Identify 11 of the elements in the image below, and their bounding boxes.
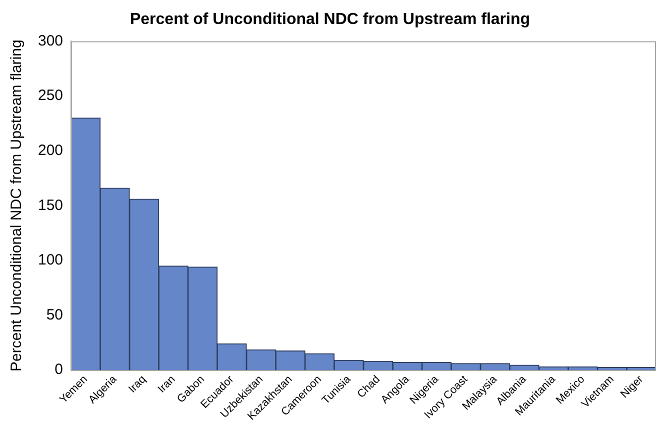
- y-tick-label: 200: [38, 142, 64, 159]
- y-axis-title: Percent Unconditional NDC from Upstream flaring: [8, 40, 26, 372]
- y-tick-label: 300: [38, 32, 64, 50]
- x-tick-label: Iraq: [126, 373, 148, 396]
- y-tick-label: 50: [46, 306, 64, 324]
- y-tick-label: 100: [38, 252, 64, 269]
- chart-title: Percent of Unconditional NDC from Upstream flaring: [130, 11, 530, 28]
- y-tick-label: 150: [38, 196, 64, 214]
- y-tick-label: 250: [38, 87, 64, 104]
- y-tick-label: 0: [54, 361, 64, 378]
- x-tick-label: Iran: [156, 373, 178, 396]
